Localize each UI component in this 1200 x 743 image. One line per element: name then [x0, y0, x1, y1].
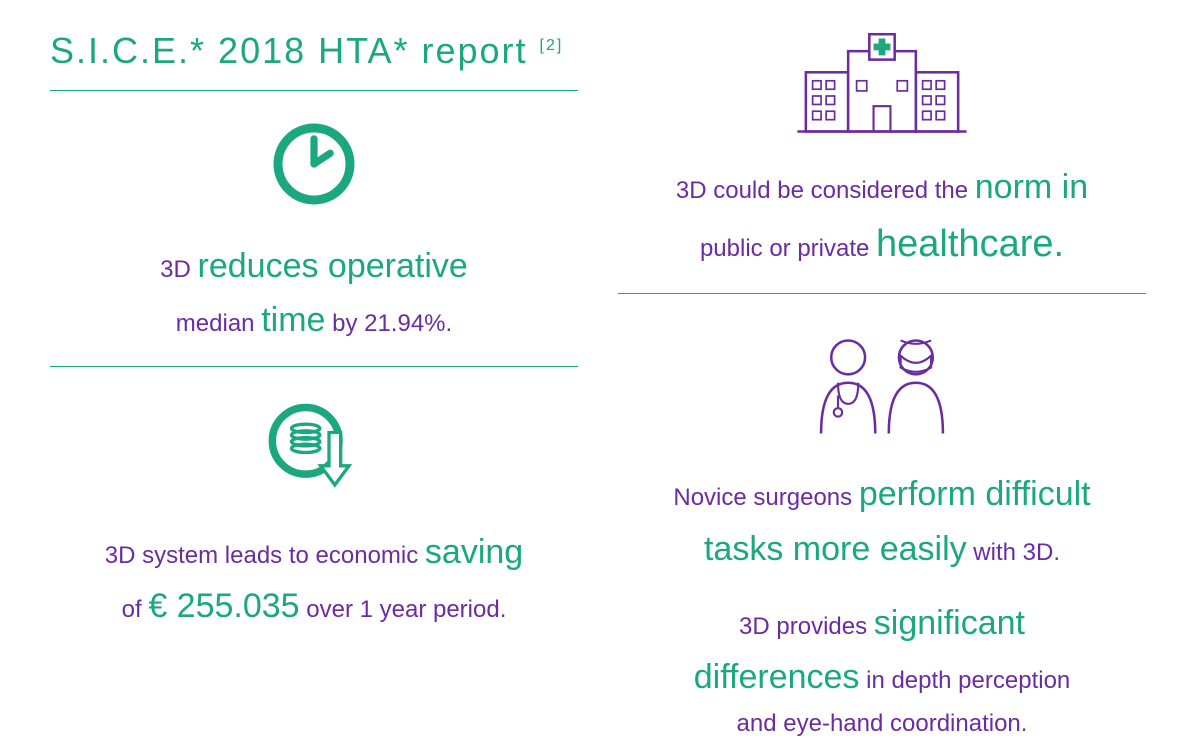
emphasis: healthcare. [876, 223, 1064, 265]
clock-icon [50, 119, 578, 214]
emphasis: tasks more easily [704, 530, 967, 568]
operative-time-statement: 3D reduces operative median time by 21.9… [50, 239, 578, 348]
novice-statement: Novice surgeons perform difficult tasks … [618, 467, 1146, 576]
emphasis: saving [425, 533, 523, 571]
title-citation: [2] [540, 37, 564, 54]
text: 3D [160, 256, 191, 283]
emphasis: norm in [975, 168, 1088, 206]
text: in depth perception [866, 667, 1070, 694]
text: median [176, 310, 255, 337]
emphasis: time [261, 301, 325, 339]
right-column: 3D could be considered the norm in publi… [618, 30, 1146, 646]
emphasis: reduces operative [198, 247, 468, 285]
text: 3D could be considered the [676, 177, 968, 204]
report-title: S.I.C.E.* 2018 HTA* report [2] [50, 30, 578, 72]
text: 3D system leads to economic [105, 542, 418, 569]
surgeons-icon [618, 332, 1146, 447]
differences-statement: 3D provides significant differences in d… [618, 596, 1146, 743]
norm-statement: 3D could be considered the norm in publi… [618, 160, 1146, 275]
text: public or private [700, 235, 869, 262]
divider [50, 366, 578, 367]
title-text: S.I.C.E.* 2018 HTA* report [50, 30, 528, 71]
text: Novice surgeons [673, 484, 852, 511]
text: over 1 year period. [306, 596, 506, 623]
text: 3D provides [739, 613, 867, 640]
emphasis: significant [874, 604, 1025, 642]
hospital-icon [618, 30, 1146, 145]
emphasis: € 255.035 [148, 587, 299, 625]
divider [618, 293, 1146, 294]
text: and eye-hand coordination. [737, 710, 1028, 737]
emphasis: differences [694, 658, 860, 696]
coins-down-icon [50, 395, 578, 500]
divider [50, 90, 578, 91]
text: with 3D. [973, 539, 1060, 566]
saving-statement: 3D system leads to economic saving of € … [50, 525, 578, 634]
text: of [122, 596, 142, 623]
left-column: S.I.C.E.* 2018 HTA* report [2] 3D reduce… [50, 30, 578, 646]
text: by 21.94%. [332, 310, 452, 337]
emphasis: perform difficult [859, 475, 1091, 513]
